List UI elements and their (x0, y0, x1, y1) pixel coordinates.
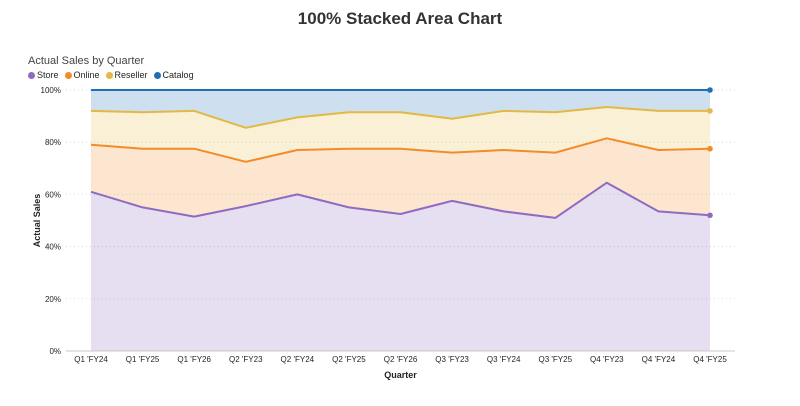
x-tick-label: Q2 'FY26 (384, 355, 418, 364)
x-tick-label: Q4 'FY24 (642, 355, 676, 364)
legend-item-online[interactable]: Online (64, 70, 100, 80)
y-tick-label: 40% (45, 243, 61, 252)
x-tick-label: Q4 'FY25 (693, 355, 727, 364)
area-store (91, 182, 710, 351)
x-tick-label: Q3 'FY23 (435, 355, 469, 364)
end-marker-store (707, 212, 713, 219)
x-tick-label: Q1 'FY26 (177, 355, 211, 364)
legend-label-catalog: Catalog (162, 70, 194, 80)
legend-label-store: Store (37, 70, 59, 80)
x-tick-label: Q2 'FY24 (281, 355, 315, 364)
x-tick-label: Q3 'FY24 (487, 355, 521, 364)
legend-label-reseller: Reseller (114, 70, 148, 80)
page-title: 100% Stacked Area Chart (297, 9, 503, 28)
series-line-reseller (90, 106, 710, 129)
end-marker-online (707, 145, 713, 152)
area-reseller (91, 107, 710, 162)
y-axis-title: Actual Sales (32, 194, 42, 248)
area-online (91, 138, 710, 218)
legend-dot-catalog (153, 71, 161, 79)
legend-item-reseller[interactable]: Reseller (105, 70, 148, 80)
x-axis-title: Quarter (384, 370, 417, 380)
chart-legend[interactable]: Store Online Reseller Catalog (28, 70, 194, 80)
x-tick-label: Q1 'FY25 (126, 355, 160, 364)
legend-item-store[interactable]: Store (28, 70, 59, 80)
series-line-online (90, 137, 711, 163)
x-tick-label: Q1 'FY24 (74, 355, 108, 364)
legend-label-online: Online (73, 70, 100, 80)
area-catalog (91, 90, 710, 128)
legend-dot-reseller (105, 71, 113, 79)
x-tick-label: Q2 'FY23 (229, 355, 263, 364)
legend-item-catalog[interactable]: Catalog (153, 70, 194, 80)
x-tick-label: Q2 'FY25 (332, 355, 366, 364)
end-marker-catalog (707, 87, 713, 93)
y-tick-label: 80% (45, 138, 61, 147)
y-tick-label: 0% (49, 347, 61, 356)
end-marker-reseller (707, 108, 713, 114)
y-tick-label: 20% (45, 295, 61, 304)
legend-dot-store (28, 71, 35, 79)
chart-title: Actual Sales by Quarter (28, 55, 145, 67)
x-tick-label: Q3 'FY25 (538, 355, 572, 364)
x-tick-label: Q4 'FY23 (590, 355, 624, 364)
legend-dot-online (64, 71, 72, 79)
y-tick-label: 100% (41, 86, 61, 95)
series-line-store (90, 181, 711, 219)
y-tick-label: 60% (45, 190, 61, 199)
